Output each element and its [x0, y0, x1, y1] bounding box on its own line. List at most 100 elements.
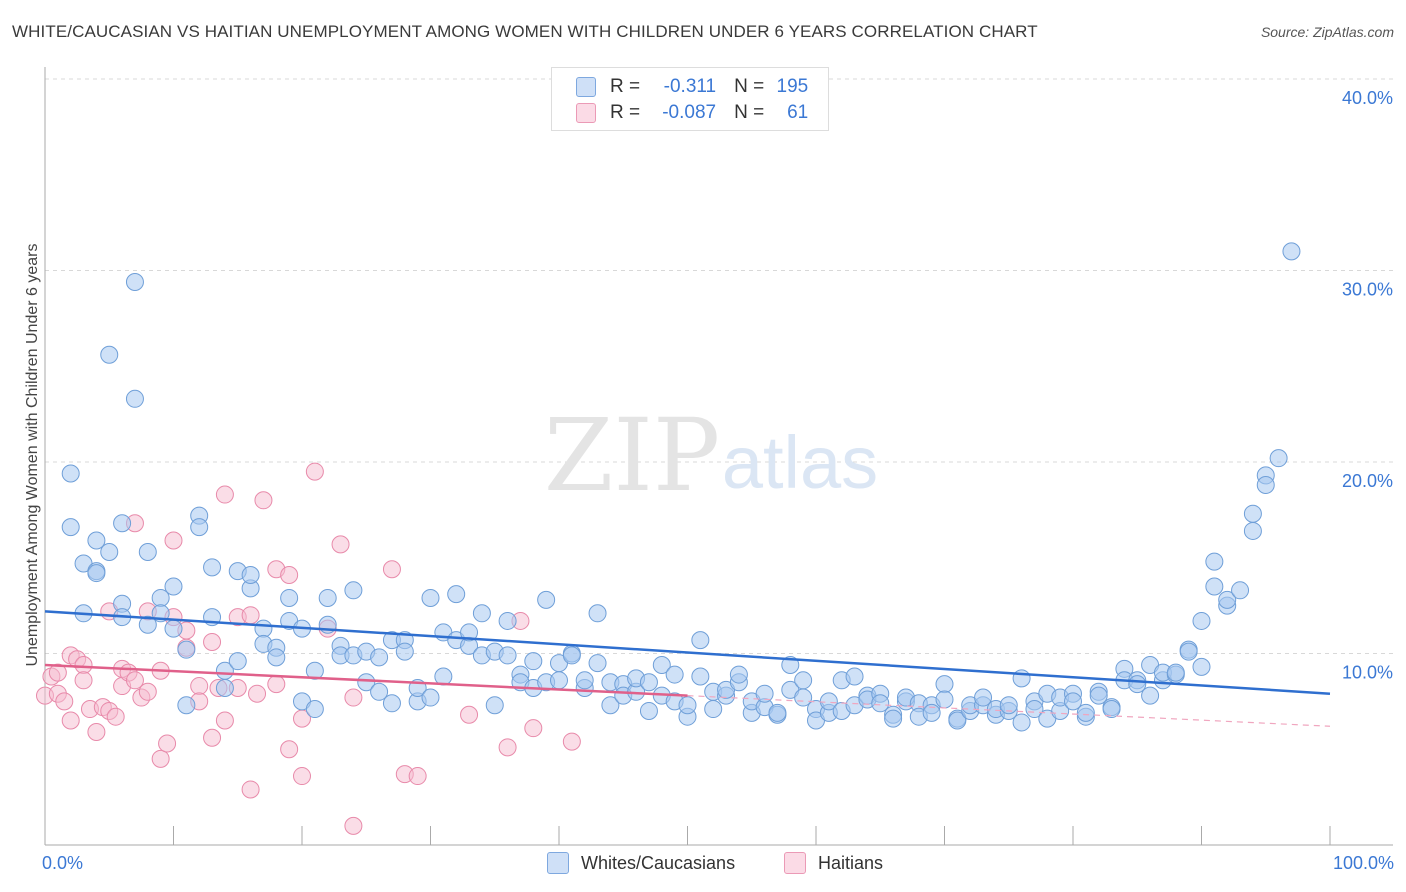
white-point: [434, 667, 453, 686]
haitian-point: [215, 711, 234, 730]
white-point: [1218, 590, 1237, 609]
haitian-point: [498, 738, 517, 757]
white-point: [1025, 700, 1044, 719]
haitian-point: [203, 728, 222, 747]
y-tick-label-20: 20.0%: [1342, 471, 1393, 491]
haitian-point: [280, 740, 299, 759]
r-label: R =: [610, 76, 641, 97]
white-point: [357, 673, 376, 692]
haitian-point: [74, 655, 93, 674]
legend-label-whites: Whites/Caucasians: [581, 852, 736, 873]
white-point: [280, 588, 299, 607]
chart-title: WHITE/CAUCASIAN VS HAITIAN UNEMPLOYMENT …: [12, 22, 1038, 41]
white-point: [138, 543, 157, 562]
white-point: [729, 665, 748, 684]
white-point: [935, 675, 954, 694]
white-point: [382, 694, 401, 713]
n-value: 61: [787, 102, 809, 123]
white-point: [125, 389, 144, 408]
white-point: [138, 615, 157, 634]
haitian-point: [61, 711, 80, 730]
haitian-point: [248, 684, 267, 703]
r-value: -0.087: [662, 102, 717, 123]
white-point: [1141, 686, 1160, 705]
series-legend: Whites/Caucasians Haitians: [0, 852, 1406, 878]
white-point: [691, 667, 710, 686]
legend-item-haitians[interactable]: Haitians: [784, 852, 883, 874]
white-point: [1076, 703, 1095, 722]
legend-row-whites: R = -0.311 N = 195: [576, 74, 808, 100]
haitian-point: [280, 565, 299, 584]
white-point: [1269, 449, 1288, 468]
axes: [44, 67, 1393, 846]
y-tick-labels: 10.0% 20.0% 30.0% 40.0%: [1342, 88, 1393, 683]
n-label: N =: [734, 102, 765, 123]
white-point: [935, 690, 954, 709]
y-tick-label-40: 40.0%: [1342, 88, 1393, 108]
white-point: [472, 604, 491, 623]
white-point: [190, 518, 209, 537]
white-point: [421, 588, 440, 607]
haitian-point: [158, 734, 177, 753]
white-point: [1089, 686, 1108, 705]
n-label: N =: [734, 76, 765, 97]
haitian-point: [138, 682, 157, 701]
legend-label-haitians: Haitians: [818, 852, 884, 873]
white-point: [1231, 581, 1250, 600]
white-point: [550, 671, 568, 690]
white-point: [639, 673, 658, 692]
white-point: [267, 648, 286, 667]
haitian-point: [524, 719, 543, 738]
white-point: [61, 464, 80, 483]
white-point: [974, 688, 993, 707]
haitian-point: [164, 531, 183, 550]
n-value: 195: [776, 76, 809, 97]
white-point: [588, 654, 607, 673]
legend-item-whites[interactable]: Whites/Caucasians: [547, 852, 735, 874]
r-value: -0.311: [663, 76, 717, 97]
white-point: [1102, 700, 1121, 719]
white-point: [305, 661, 324, 680]
white-point: [691, 631, 710, 650]
y-tick-label-10: 10.0%: [1342, 663, 1393, 683]
white-point: [678, 696, 697, 715]
white-point: [498, 611, 517, 630]
white-point: [1064, 692, 1082, 711]
haitian-point: [562, 732, 581, 751]
haitians-points: [36, 462, 581, 835]
haitian-point: [215, 485, 234, 504]
white-point: [781, 655, 800, 674]
white-point: [704, 700, 723, 719]
haitian-point: [74, 671, 93, 690]
legend-swatch-haitians: [576, 103, 596, 123]
white-point: [652, 655, 671, 674]
haitian-point: [344, 688, 363, 707]
correlation-legend: R = -0.311 N = 195 R = -0.087 N = 61: [551, 67, 829, 131]
whites-trend-line: [44, 610, 1331, 695]
watermark-atlas: atlas: [722, 421, 878, 504]
haitians-trend-extension: [687, 695, 1331, 727]
haitian-point: [305, 462, 324, 481]
white-point: [395, 642, 414, 661]
white-point: [768, 703, 787, 722]
white-point: [460, 623, 479, 642]
white-point: [305, 700, 324, 719]
white-point: [601, 696, 620, 715]
white-point: [884, 709, 903, 728]
haitian-point: [55, 692, 74, 711]
white-point: [164, 577, 183, 596]
x-tick-label-min: 0.0%: [42, 853, 84, 873]
white-point: [228, 652, 247, 671]
white-point: [871, 694, 890, 713]
white-point: [370, 682, 389, 701]
white-point: [1192, 657, 1211, 676]
white-point: [61, 518, 80, 537]
white-point: [100, 543, 119, 562]
white-point: [562, 646, 581, 665]
white-point: [755, 684, 774, 703]
white-point: [524, 652, 543, 671]
haitian-point: [48, 663, 67, 682]
white-point: [1166, 663, 1185, 682]
haitian-point: [293, 767, 311, 786]
white-point: [1179, 642, 1198, 661]
